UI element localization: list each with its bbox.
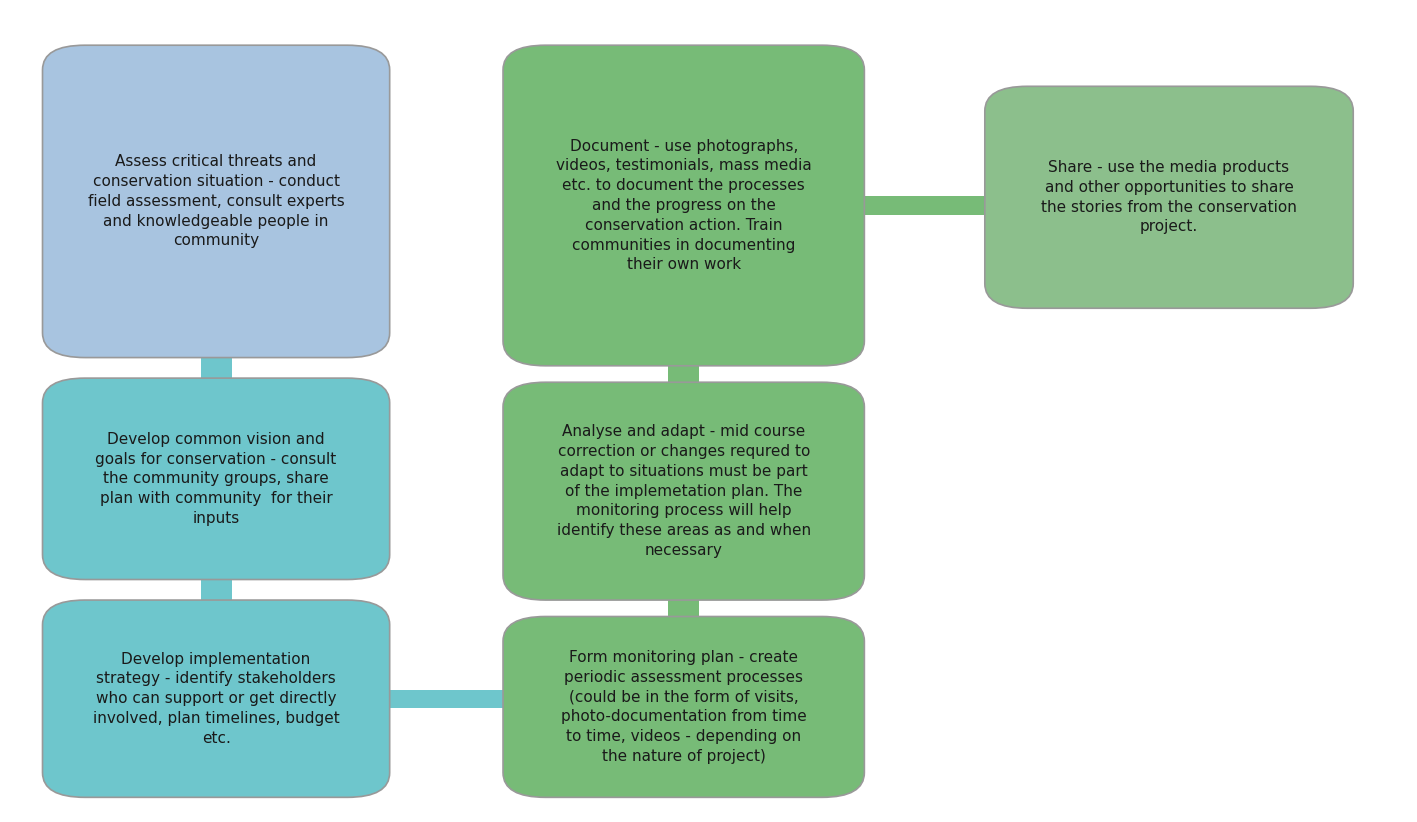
Text: Develop common vision and
goals for conservation - consult
the community groups,: Develop common vision and goals for cons… <box>95 432 337 526</box>
Text: Share - use the media products
and other opportunities to share
the stories from: Share - use the media products and other… <box>1041 160 1297 234</box>
FancyBboxPatch shape <box>201 580 231 600</box>
FancyBboxPatch shape <box>985 86 1353 308</box>
Text: Assess critical threats and
conservation situation - conduct
field assessment, c: Assess critical threats and conservation… <box>88 155 344 248</box>
FancyBboxPatch shape <box>864 196 985 215</box>
FancyBboxPatch shape <box>43 45 390 358</box>
Text: Analyse and adapt - mid course
correction or changes requred to
adapt to situati: Analyse and adapt - mid course correctio… <box>557 424 811 558</box>
FancyBboxPatch shape <box>503 382 864 600</box>
Text: Form monitoring plan - create
periodic assessment processes
(could be in the for: Form monitoring plan - create periodic a… <box>561 650 806 764</box>
FancyBboxPatch shape <box>669 366 700 382</box>
Text: Develop implementation
strategy - identify stakeholders
who can support or get d: Develop implementation strategy - identi… <box>92 652 340 746</box>
FancyBboxPatch shape <box>503 616 864 797</box>
FancyBboxPatch shape <box>201 358 231 378</box>
FancyBboxPatch shape <box>43 378 390 580</box>
FancyBboxPatch shape <box>390 690 503 708</box>
FancyBboxPatch shape <box>43 600 390 797</box>
FancyBboxPatch shape <box>503 45 864 366</box>
Text: Document - use photographs,
videos, testimonials, mass media
etc. to document th: Document - use photographs, videos, test… <box>555 139 812 272</box>
FancyBboxPatch shape <box>669 600 700 616</box>
